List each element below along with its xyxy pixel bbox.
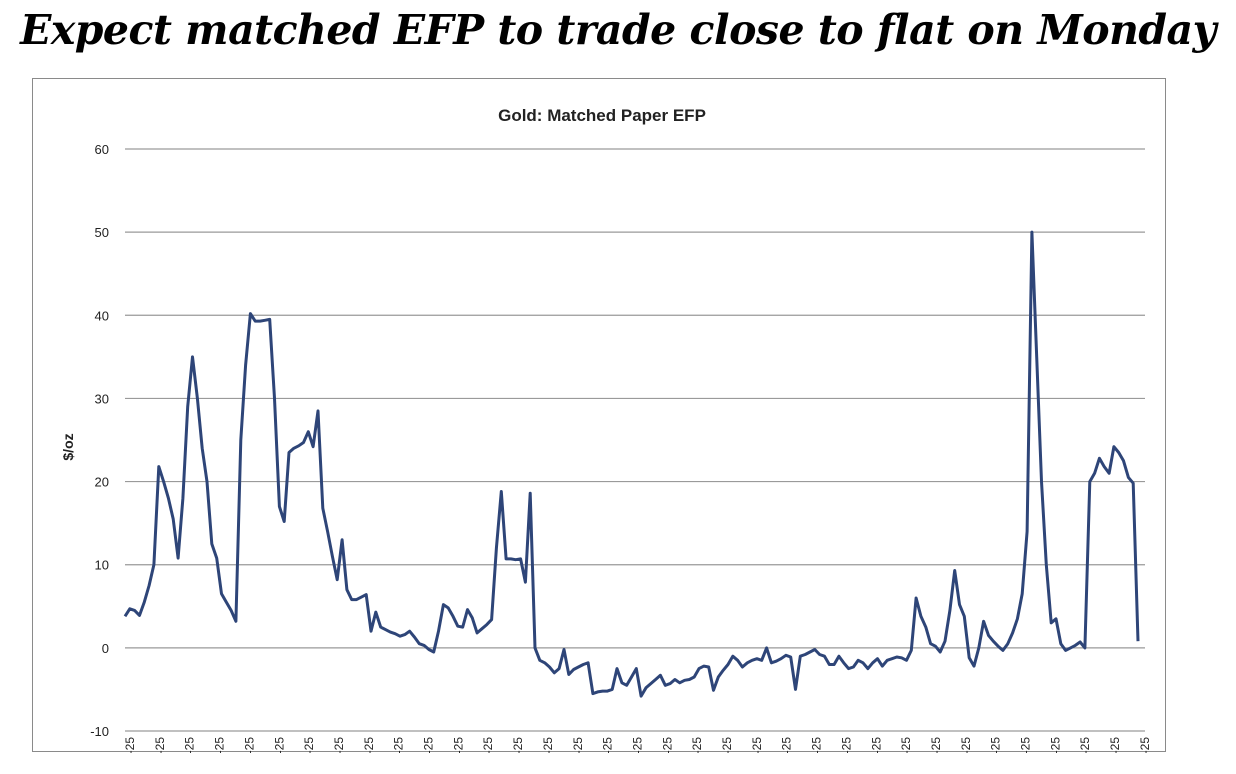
x-tick-label: Apr-25 (571, 737, 585, 753)
y-axis-label: $/oz (60, 433, 76, 460)
x-tick-label: Feb-25 (302, 737, 316, 753)
x-tick-label: Jan-25 (213, 737, 227, 753)
x-tick-label: May-25 (690, 737, 704, 753)
y-tick-label: 40 (95, 308, 109, 323)
x-tick-label: Jan-25 (153, 737, 167, 753)
y-tick-label: 30 (95, 391, 109, 406)
x-tick-label: Feb-25 (332, 737, 346, 753)
series-line (123, 230, 1140, 698)
x-tick-label: Mar-25 (392, 737, 406, 753)
x-tick-label: Mar-25 (481, 737, 495, 753)
x-tick-label: May-25 (630, 737, 644, 753)
x-tick-label: May-25 (660, 737, 674, 753)
x-tick-label: Aug-25 (1108, 737, 1122, 753)
x-tick-label: Jul-25 (959, 737, 973, 753)
x-tick-label: May-25 (720, 737, 734, 753)
x-tick-label: Jun-25 (839, 737, 853, 753)
x-tick-label: Jul-25 (929, 737, 943, 753)
x-tick-label: Jun-25 (810, 737, 824, 753)
headline: Expect matched EFP to trade close to fla… (20, 6, 1216, 54)
x-tick-label: Apr-25 (511, 737, 525, 753)
series-layer (123, 230, 1140, 698)
x-tick-label: Jul-25 (899, 737, 913, 753)
x-tick-label: Mar-25 (451, 737, 465, 753)
x-tick-label: Aug-25 (1048, 737, 1062, 753)
x-tick-label: Feb-25 (362, 737, 376, 753)
x-tick-label: Jan-25 (123, 737, 137, 753)
y-tick-labels: -10 0 10 20 30 40 50 60 (90, 142, 109, 739)
y-tick-label: 20 (95, 475, 109, 490)
x-tick-label: Jul-25 (989, 737, 1003, 753)
x-tick-label: Mar-25 (422, 737, 436, 753)
y-tick-label: 50 (95, 225, 109, 240)
x-tick-label: May-25 (750, 737, 764, 753)
y-tick-label: 0 (102, 641, 109, 656)
x-tick-label: Feb-25 (272, 737, 286, 753)
y-tick-label: 60 (95, 142, 109, 157)
x-tick-label: Jun-25 (869, 737, 883, 753)
x-tick-label: Jan-25 (183, 737, 197, 753)
x-tick-label: Aug-25 (1138, 737, 1152, 753)
x-tick-label: Aug-25 (1078, 737, 1092, 753)
x-tick-labels: Jan-25 Jan-25 Jan-25 Jan-25 Jan-25 Feb-25 Feb-… (123, 737, 1152, 753)
x-tick-label: Jul-25 (1019, 737, 1033, 753)
x-tick-label: Apr-25 (601, 737, 615, 753)
x-tick-label: Apr-25 (541, 737, 555, 753)
y-tick-label: 10 (95, 558, 109, 573)
chart-title: Gold: Matched Paper EFP (498, 106, 706, 125)
x-tick-label: Jun-25 (780, 737, 794, 753)
y-tick-label: -10 (90, 724, 109, 739)
x-tick-label: Jan-25 (242, 737, 256, 753)
grid-layer (125, 148, 1145, 732)
